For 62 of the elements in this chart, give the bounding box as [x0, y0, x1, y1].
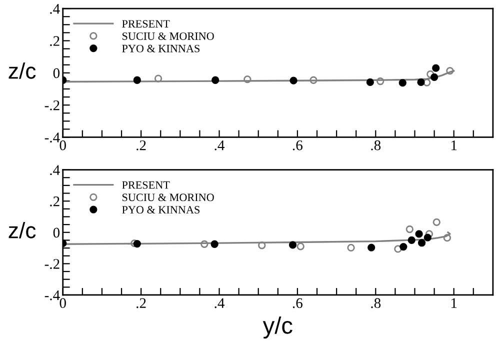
x-tick-label: 1 — [451, 140, 457, 150]
x-tick-label: .2 — [136, 140, 146, 150]
point — [258, 242, 266, 250]
point — [210, 240, 218, 248]
legend-label: PYO & KINNAS — [122, 206, 200, 214]
point — [212, 76, 220, 84]
point — [432, 218, 440, 226]
x-tick-label: .2 — [136, 298, 146, 308]
point — [400, 242, 408, 251]
y-axis-title: z/c — [8, 62, 36, 79]
point — [426, 70, 434, 78]
point — [408, 236, 416, 244]
point — [376, 77, 384, 86]
y-tick-label: .2 — [50, 36, 60, 46]
legend-label: SUCIU & MORINO — [122, 194, 214, 202]
x-tick-label: .6 — [292, 140, 302, 150]
x-tick-label: .6 — [292, 298, 302, 308]
point — [425, 230, 434, 238]
y-tick-label: -.2 — [44, 259, 60, 269]
x-tick-label: .8 — [371, 140, 381, 150]
point — [432, 64, 440, 72]
point — [368, 244, 376, 252]
point — [296, 242, 304, 250]
y-tick-label: -.4 — [44, 290, 60, 300]
legend-label: PRESENT — [122, 181, 170, 189]
point — [366, 78, 374, 86]
legend-label: SUCIU & MORINO — [122, 32, 214, 40]
y-tick-label: -.4 — [44, 132, 60, 142]
y-tick-label: .4 — [50, 165, 60, 176]
point — [154, 74, 162, 82]
point — [423, 78, 431, 86]
x-tick-label: 1 — [451, 298, 457, 308]
x-tick-label: .8 — [371, 298, 381, 308]
point — [200, 240, 208, 248]
point — [443, 234, 452, 242]
point — [133, 76, 141, 84]
point — [133, 240, 141, 248]
point — [418, 239, 426, 247]
point — [430, 73, 438, 82]
y-tick-label: 0 — [53, 228, 60, 238]
x-tick-label: .4 — [214, 298, 225, 308]
point — [244, 76, 252, 84]
point — [290, 76, 298, 84]
y-tick-label: 0 — [53, 68, 60, 78]
point — [417, 78, 425, 86]
point — [415, 230, 423, 238]
point — [424, 234, 432, 242]
point — [394, 245, 402, 253]
point — [406, 225, 414, 234]
y-tick-label: .4 — [50, 4, 60, 14]
x-tick-label: .4 — [214, 140, 225, 150]
point — [398, 79, 406, 87]
legend-label: PYO & KINNAS — [122, 44, 200, 52]
y-axis-title: z/c — [8, 222, 36, 238]
x-axis-title: y/c — [262, 316, 292, 339]
y-tick-label: .2 — [50, 196, 60, 206]
y-tick-label: -.2 — [44, 100, 60, 110]
point — [310, 76, 318, 84]
point — [288, 241, 297, 249]
point — [446, 66, 454, 75]
legend-label: PRESENT — [122, 20, 170, 28]
point — [347, 244, 355, 252]
